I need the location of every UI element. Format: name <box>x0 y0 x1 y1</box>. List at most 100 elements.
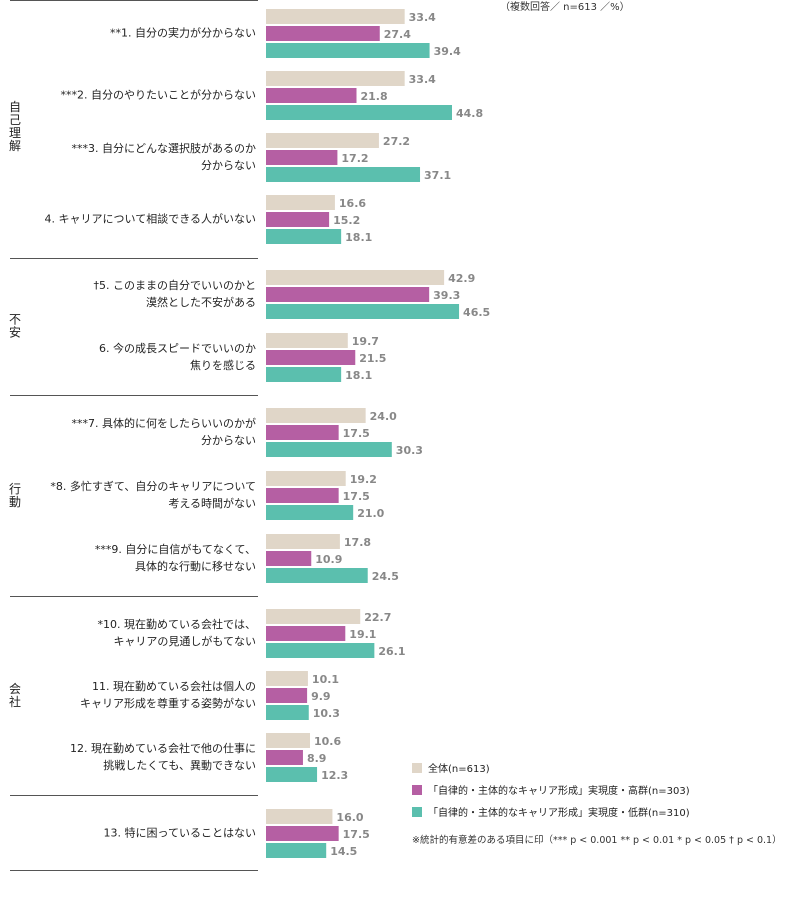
bar-value-label: 33.4 <box>409 11 436 24</box>
bar <box>266 350 356 365</box>
category-label: 6. 今の成長スピードでいいのか <box>99 341 256 355</box>
category-label: *10. 現在勤めている会社では、 <box>98 617 257 631</box>
legend-item: 全体(n=613) <box>412 760 690 776</box>
bar-value-label: 10.3 <box>313 707 340 720</box>
group-label: 安 <box>9 325 21 340</box>
bar-value-label: 17.8 <box>344 536 371 549</box>
group-label: 社 <box>9 694 21 709</box>
bar <box>266 609 361 624</box>
bar <box>266 167 421 182</box>
bar <box>266 767 318 782</box>
category-label: 挑戦したくても、異動できない <box>103 758 256 772</box>
category-label: 漠然とした不安がある <box>146 295 256 309</box>
bar-value-label: 21.0 <box>357 507 384 520</box>
bar-value-label: 9.9 <box>311 690 331 703</box>
legend-swatch <box>412 785 422 795</box>
bar-value-label: 19.7 <box>352 335 379 348</box>
bar-value-label: 16.6 <box>339 197 366 210</box>
bar-value-label: 12.3 <box>321 769 348 782</box>
bar <box>266 105 452 120</box>
bar <box>266 304 460 319</box>
bar <box>266 71 405 86</box>
category-label: †5. このままの自分でいいのかと <box>94 279 257 292</box>
category-label: **1. 自分の実力が分からない <box>110 26 256 40</box>
legend-label: 「自律的・主体的なキャリア形成」実現度・低群(n=310) <box>428 808 690 819</box>
bar <box>266 212 330 227</box>
bar <box>266 408 366 423</box>
category-label: ***2. 自分のやりたいことが分からない <box>61 88 257 102</box>
bar <box>266 367 342 382</box>
bar <box>266 488 339 503</box>
group-label: 理 <box>9 126 21 140</box>
bar <box>266 88 357 103</box>
bar <box>266 133 379 148</box>
significance-footnote: ※統計的有意差のある項目に印（*** p < 0.001 ** p < 0.01… <box>412 835 782 846</box>
bar-value-label: 10.6 <box>314 735 341 748</box>
bar <box>266 733 311 748</box>
bar <box>266 551 312 566</box>
bar <box>266 505 354 520</box>
group-label: 会 <box>9 682 21 696</box>
bar <box>266 843 327 858</box>
bar-value-label: 15.2 <box>333 214 360 227</box>
bar-value-label: 21.5 <box>359 352 386 365</box>
category-label: 分からない <box>201 159 256 172</box>
bar <box>266 26 380 41</box>
bar <box>266 568 368 583</box>
category-label: キャリア形成を尊重する姿勢がない <box>80 696 256 710</box>
bar-value-label: 46.5 <box>463 306 490 319</box>
bar-value-label: 10.1 <box>312 673 339 686</box>
bar-value-label: 39.4 <box>434 45 461 58</box>
category-label: 分からない <box>201 434 256 447</box>
bar <box>266 442 392 457</box>
bar-value-label: 24.0 <box>370 410 397 423</box>
legend-item: 「自律的・主体的なキャリア形成」実現度・高群(n=303) <box>412 782 690 798</box>
group-label: 己 <box>9 113 21 127</box>
group-label: 動 <box>9 495 21 509</box>
bar <box>266 43 430 58</box>
bar-value-label: 17.5 <box>343 490 370 503</box>
bar <box>266 626 346 641</box>
bar <box>266 643 375 658</box>
legend-label: 全体(n=613) <box>428 764 490 775</box>
bar-value-label: 39.3 <box>433 289 460 302</box>
bar-value-label: 37.1 <box>424 169 451 182</box>
bar <box>266 750 303 765</box>
bar-value-label: 17.5 <box>343 828 370 841</box>
bar-value-label: 14.5 <box>330 845 357 858</box>
bar-value-label: 19.1 <box>349 628 376 641</box>
bar <box>266 534 340 549</box>
bar <box>266 195 335 210</box>
bar <box>266 333 348 348</box>
sample-note: （複数回答／ n=613 ／%） <box>500 2 630 13</box>
bar <box>266 826 339 841</box>
category-label: 12. 現在勤めている会社で他の仕事に <box>70 741 256 755</box>
group-label: 自 <box>9 100 21 114</box>
bar-value-label: 27.2 <box>383 135 410 148</box>
category-label: 考える時間がない <box>168 496 256 510</box>
bar-value-label: 24.5 <box>372 570 399 583</box>
bar-value-label: 8.9 <box>307 752 327 765</box>
bar <box>266 9 405 24</box>
bar <box>266 270 445 285</box>
group-label: 不 <box>9 313 21 327</box>
category-label: 具体的な行動に移せない <box>135 559 256 573</box>
bar-value-label: 18.1 <box>345 231 372 244</box>
group-label: 行 <box>9 482 21 496</box>
bar-value-label: 17.2 <box>341 152 368 165</box>
bar <box>266 809 333 824</box>
category-label: 11. 現在勤めている会社は個人の <box>92 679 256 693</box>
category-label: ***9. 自分に自信がもてなくて、 <box>95 542 256 556</box>
category-label: 13. 特に困っていることはない <box>104 826 256 840</box>
bar-value-label: 17.5 <box>343 427 370 440</box>
legend-label: 「自律的・主体的なキャリア形成」実現度・高群(n=303) <box>428 786 690 797</box>
bar-value-label: 26.1 <box>378 645 405 658</box>
category-label: キャリアの見通しがもてない <box>113 634 256 648</box>
bar-value-label: 21.8 <box>361 90 388 103</box>
bar <box>266 688 308 703</box>
bar <box>266 150 338 165</box>
bar <box>266 471 346 486</box>
bar <box>266 287 430 302</box>
bar-value-label: 22.7 <box>364 611 391 624</box>
